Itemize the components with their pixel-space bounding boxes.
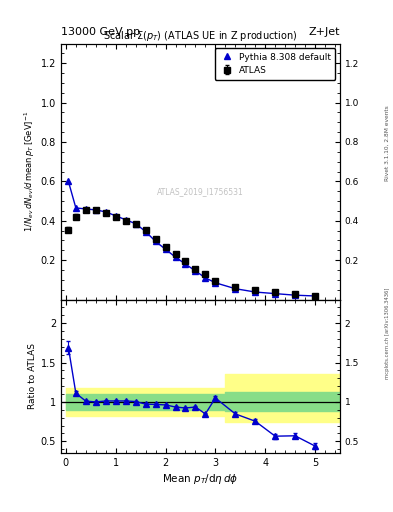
Pythia 8.308 default [203,275,208,281]
Title: Scalar $\Sigma(p_T)$ (ATLAS UE in Z production): Scalar $\Sigma(p_T)$ (ATLAS UE in Z prod… [103,29,298,44]
Y-axis label: $1/N_{ev}\,dN_{ev}/d\,\mathrm{mean}\,p_T\,[\mathrm{GeV}]^{-1}$: $1/N_{ev}\,dN_{ev}/d\,\mathrm{mean}\,p_T… [22,111,37,232]
Pythia 8.308 default [133,221,138,227]
Pythia 8.308 default [143,228,148,234]
Pythia 8.308 default [113,213,118,219]
Pythia 8.308 default [273,290,277,296]
Pythia 8.308 default [173,254,178,260]
Pythia 8.308 default [233,286,238,292]
Pythia 8.308 default [103,209,108,215]
Pythia 8.308 default [123,217,128,223]
Y-axis label: Ratio to ATLAS: Ratio to ATLAS [28,344,37,409]
Pythia 8.308 default [153,239,158,245]
Text: 13000 GeV pp: 13000 GeV pp [61,27,140,37]
Pythia 8.308 default [94,207,98,213]
Text: mcplots.cern.ch [arXiv:1306.3436]: mcplots.cern.ch [arXiv:1306.3436] [385,287,389,378]
Text: Rivet 3.1.10, 2.8M events: Rivet 3.1.10, 2.8M events [385,105,389,181]
Pythia 8.308 default [213,280,218,286]
Legend: Pythia 8.308 default, ATLAS: Pythia 8.308 default, ATLAS [215,48,336,79]
Text: ATLAS_2019_I1756531: ATLAS_2019_I1756531 [157,187,244,197]
Pythia 8.308 default [293,292,298,298]
Pythia 8.308 default [183,261,188,267]
Pythia 8.308 default [73,205,78,211]
Pythia 8.308 default [83,206,88,212]
Pythia 8.308 default [163,246,168,252]
Pythia 8.308 default [313,293,318,299]
Text: Z+Jet: Z+Jet [309,27,340,37]
Pythia 8.308 default [253,289,257,295]
Line: Pythia 8.308 default: Pythia 8.308 default [65,178,318,299]
X-axis label: Mean $p_T$/d$\eta\,d\phi$: Mean $p_T$/d$\eta\,d\phi$ [162,472,239,486]
Pythia 8.308 default [193,268,198,274]
Pythia 8.308 default [66,178,71,184]
